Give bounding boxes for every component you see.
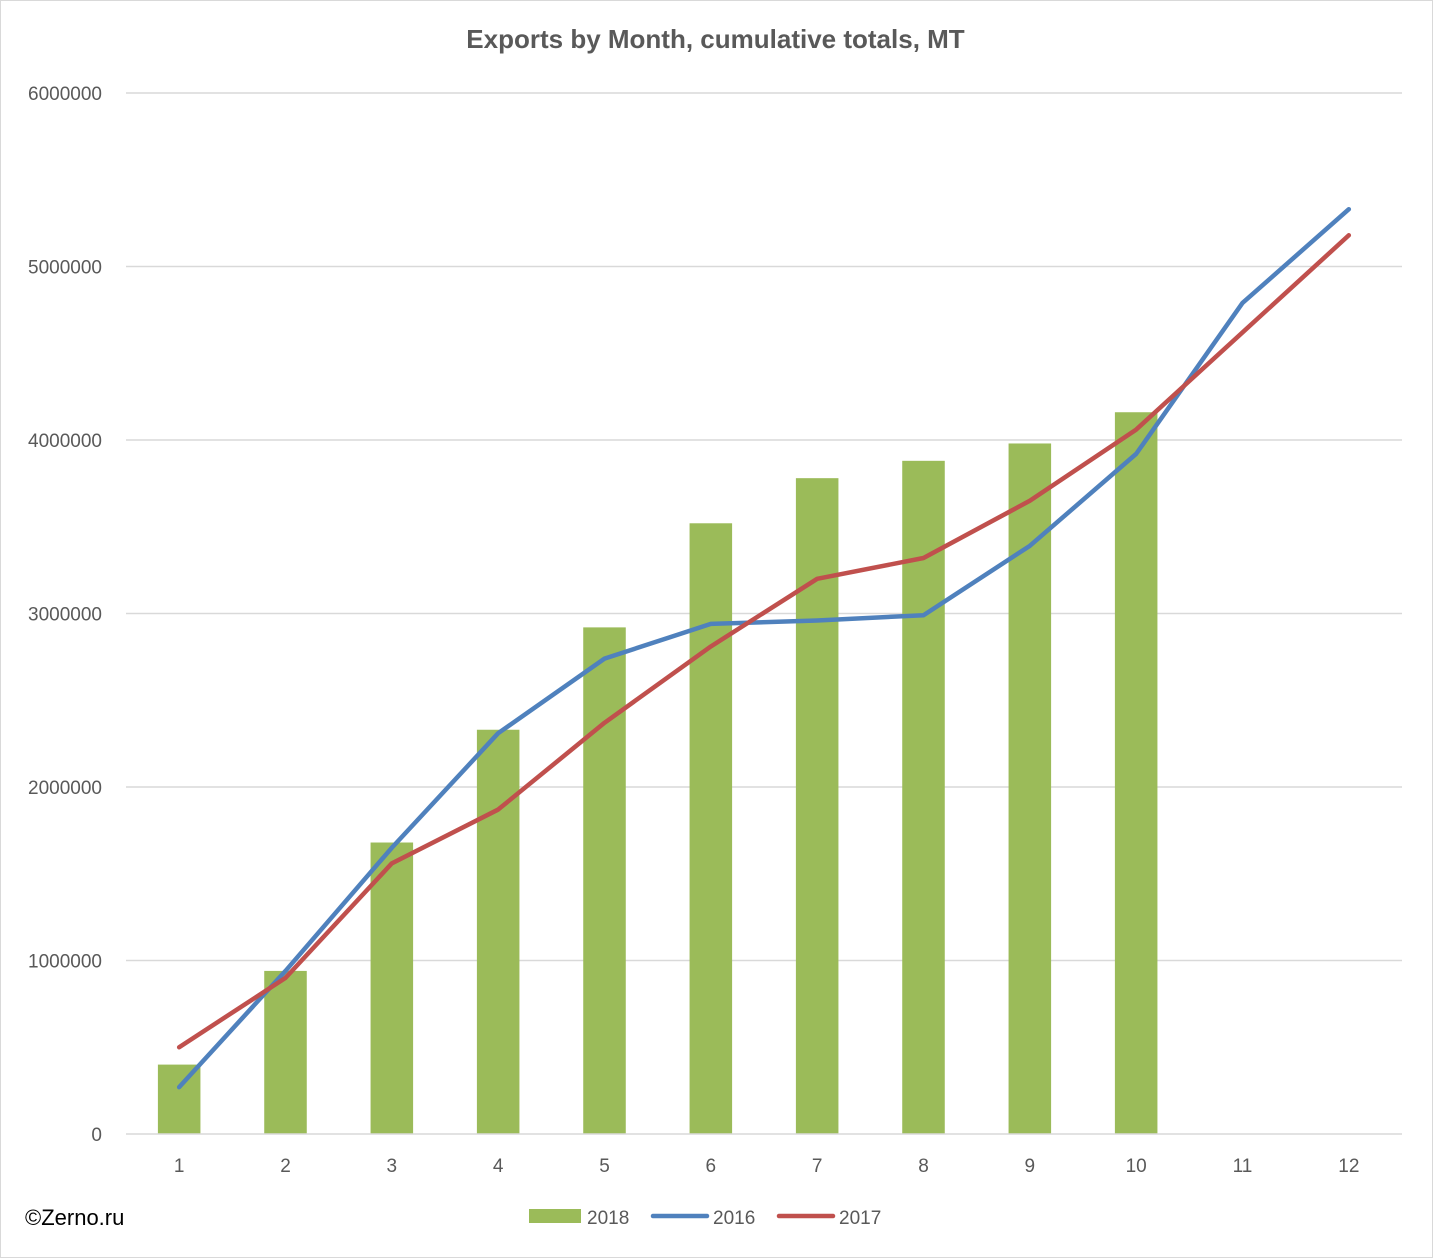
bar-2018-8 bbox=[902, 460, 945, 1134]
bar-2018-10 bbox=[1114, 412, 1158, 1134]
y-tick-label: 2000000 bbox=[28, 778, 102, 799]
y-tick-label: 0 bbox=[91, 1125, 102, 1146]
bar-2018-4 bbox=[476, 729, 520, 1134]
bar-2018-5 bbox=[583, 627, 626, 1134]
x-tick-label: 12 bbox=[1338, 1156, 1359, 1177]
line-series-2017 bbox=[176, 233, 1352, 1050]
x-tick-label: 8 bbox=[918, 1156, 929, 1177]
x-tick-label: 1 bbox=[174, 1156, 185, 1177]
line-series-2016 bbox=[176, 206, 1352, 1090]
x-tick-label: 6 bbox=[706, 1156, 717, 1177]
y-tick-label: 3000000 bbox=[28, 605, 102, 626]
bar-2018-1 bbox=[157, 1064, 201, 1134]
legend-label-2017: 2017 bbox=[839, 1208, 881, 1229]
x-tick-label: 2 bbox=[280, 1156, 291, 1177]
y-tick-label: 1000000 bbox=[28, 952, 102, 973]
y-tick-label: 6000000 bbox=[28, 84, 102, 105]
y-tick-label: 4000000 bbox=[28, 431, 102, 452]
x-tick-label: 7 bbox=[812, 1156, 823, 1177]
legend-label-2016: 2016 bbox=[713, 1208, 755, 1229]
bar-2018-9 bbox=[1008, 443, 1052, 1135]
bar-2018-6 bbox=[689, 523, 733, 1134]
bar-2018-3 bbox=[370, 842, 414, 1134]
bar-2018-2 bbox=[264, 970, 307, 1134]
x-tick-label: 9 bbox=[1025, 1156, 1036, 1177]
x-tick-label: 10 bbox=[1126, 1156, 1147, 1177]
y-tick-label: 5000000 bbox=[28, 258, 102, 279]
legend-swatch-2018 bbox=[529, 1209, 581, 1223]
x-tick-label: 4 bbox=[493, 1156, 504, 1177]
x-tick-label: 3 bbox=[387, 1156, 398, 1177]
x-tick-label: 11 bbox=[1233, 1156, 1253, 1177]
x-tick-label: 5 bbox=[599, 1156, 610, 1177]
chart-title: Exports by Month, cumulative totals, MT bbox=[466, 24, 965, 54]
watermark: ©Zerno.ru bbox=[25, 1205, 125, 1230]
legend-label-2018: 2018 bbox=[587, 1208, 629, 1229]
